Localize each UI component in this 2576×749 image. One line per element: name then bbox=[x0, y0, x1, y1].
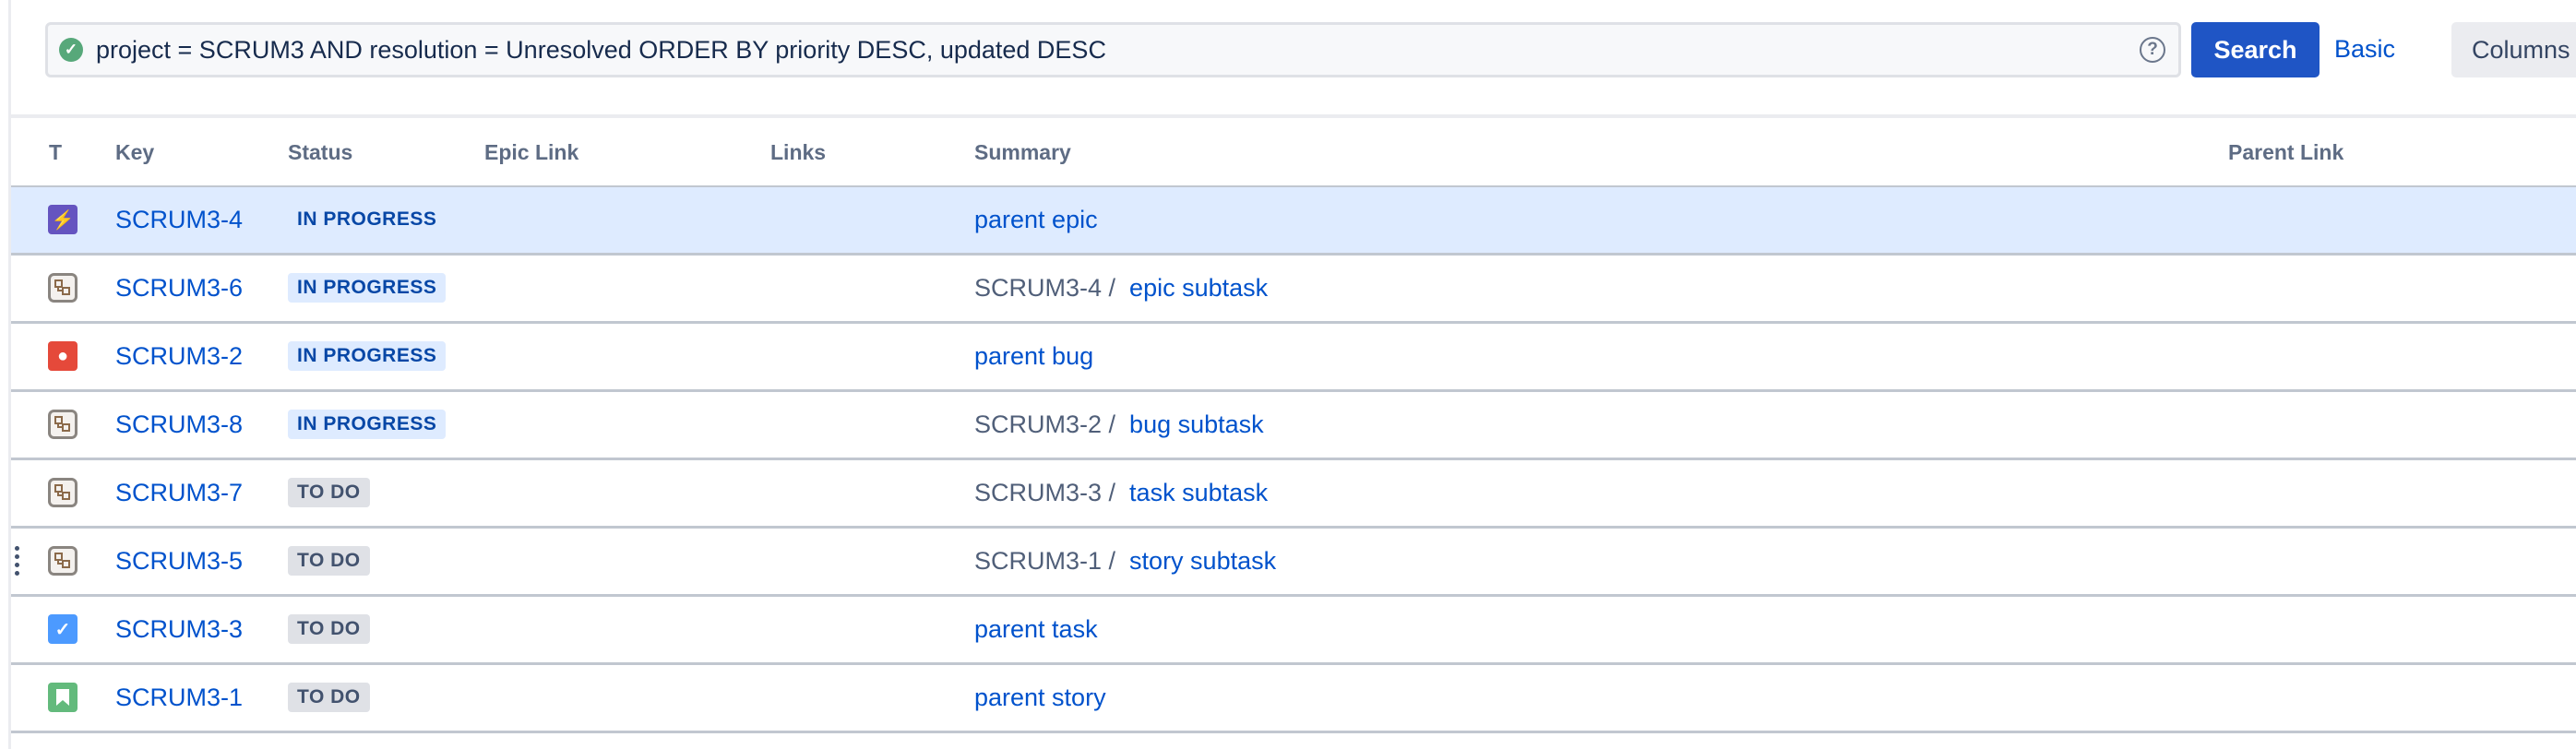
summary-cell: SCRUM3-3 / task subtask bbox=[974, 479, 1268, 507]
status-badge: TO DO bbox=[288, 614, 370, 644]
summary-link[interactable]: epic subtask bbox=[1129, 274, 1269, 302]
divider bbox=[11, 114, 2576, 118]
status-badge: IN PROGRESS bbox=[288, 410, 447, 439]
summary-link[interactable]: task subtask bbox=[1129, 479, 1269, 506]
summary-link[interactable]: parent bug bbox=[974, 342, 1094, 370]
subtask-icon bbox=[48, 273, 78, 303]
summary-link[interactable]: parent epic bbox=[974, 206, 1098, 233]
drag-handle[interactable] bbox=[15, 546, 20, 576]
summary-link[interactable]: parent story bbox=[974, 684, 1106, 711]
subtask-icon bbox=[48, 410, 78, 439]
table-row[interactable]: ✓ SCRUM3-3 TO DO parent task bbox=[11, 597, 2576, 665]
story-icon bbox=[48, 683, 78, 712]
epic-icon: ⚡ bbox=[48, 205, 78, 234]
task-icon: ✓ bbox=[48, 614, 78, 644]
summary-cell: parent story bbox=[974, 684, 1106, 712]
summary-link[interactable]: parent task bbox=[974, 615, 1098, 643]
issue-key-link[interactable]: SCRUM3-6 bbox=[115, 274, 244, 302]
valid-query-check-icon: ✓ bbox=[59, 38, 83, 62]
status-badge: IN PROGRESS bbox=[288, 205, 447, 234]
column-header-links[interactable]: Links bbox=[770, 140, 827, 164]
left-border bbox=[8, 0, 11, 749]
summary-cell: SCRUM3-4 / epic subtask bbox=[974, 274, 1268, 303]
parent-key[interactable]: SCRUM3-2 / bbox=[974, 410, 1116, 438]
jql-query-text[interactable]: project = SCRUM3 AND resolution = Unreso… bbox=[96, 35, 1106, 64]
column-header-epic-link[interactable]: Epic Link bbox=[484, 140, 579, 164]
summary-link[interactable]: story subtask bbox=[1129, 547, 1277, 575]
status-badge: IN PROGRESS bbox=[288, 341, 447, 371]
subtask-icon bbox=[48, 478, 78, 507]
issue-key-link[interactable]: SCRUM3-3 bbox=[115, 615, 244, 643]
help-icon[interactable]: ? bbox=[2140, 37, 2165, 63]
column-header-status[interactable]: Status bbox=[288, 140, 353, 164]
summary-cell: parent task bbox=[974, 615, 1098, 644]
parent-key[interactable]: SCRUM3-3 / bbox=[974, 479, 1116, 506]
table-row[interactable]: SCRUM3-6 IN PROGRESS SCRUM3-4 / epic subta… bbox=[11, 256, 2576, 324]
bug-icon: ● bbox=[48, 341, 78, 371]
jql-search-input[interactable]: ✓ project = SCRUM3 AND resolution = Unre… bbox=[45, 22, 2181, 77]
status-badge: TO DO bbox=[288, 683, 370, 712]
column-header-parent-link[interactable]: Parent Link bbox=[2228, 140, 2344, 164]
table-row[interactable]: SCRUM3-1 TO DO parent story bbox=[11, 665, 2576, 733]
status-badge: IN PROGRESS bbox=[288, 273, 447, 303]
issue-key-link[interactable]: SCRUM3-5 bbox=[115, 547, 244, 575]
column-header-summary[interactable]: Summary bbox=[974, 140, 1071, 164]
column-header-key[interactable]: Key bbox=[115, 140, 155, 164]
summary-cell: SCRUM3-2 / bug subtask bbox=[974, 410, 1264, 439]
issue-key-link[interactable]: SCRUM3-1 bbox=[115, 684, 244, 711]
issue-key-link[interactable]: SCRUM3-7 bbox=[115, 479, 244, 506]
table-row[interactable]: ● SCRUM3-2 IN PROGRESS parent bug bbox=[11, 324, 2576, 392]
table-row[interactable]: ⚡ SCRUM3-4 IN PROGRESS parent epic bbox=[11, 187, 2576, 256]
parent-key[interactable]: SCRUM3-4 / bbox=[974, 274, 1116, 302]
summary-cell: parent epic bbox=[974, 206, 1098, 234]
issue-key-link[interactable]: SCRUM3-8 bbox=[115, 410, 244, 438]
summary-cell: SCRUM3-1 / story subtask bbox=[974, 547, 1276, 576]
table-row[interactable]: SCRUM3-7 TO DO SCRUM3-3 / task subtask bbox=[11, 460, 2576, 529]
columns-button[interactable]: Columns bbox=[2451, 22, 2576, 77]
table-row[interactable]: SCRUM3-5 TO DO SCRUM3-1 / story subtask bbox=[11, 529, 2576, 597]
summary-cell: parent bug bbox=[974, 342, 1093, 371]
status-badge: TO DO bbox=[288, 478, 370, 507]
parent-key[interactable]: SCRUM3-1 / bbox=[974, 547, 1116, 575]
basic-mode-link[interactable]: Basic bbox=[2334, 35, 2396, 63]
summary-link[interactable]: bug subtask bbox=[1129, 410, 1264, 438]
issue-key-link[interactable]: SCRUM3-4 bbox=[115, 206, 244, 233]
status-badge: TO DO bbox=[288, 546, 370, 576]
issue-key-link[interactable]: SCRUM3-2 bbox=[115, 342, 244, 370]
table-row[interactable]: SCRUM3-8 IN PROGRESS SCRUM3-2 / bug subtas… bbox=[11, 392, 2576, 460]
header-divider bbox=[11, 185, 2576, 188]
search-button[interactable]: Search bbox=[2191, 22, 2320, 77]
subtask-icon bbox=[48, 546, 78, 576]
column-header-type[interactable]: T bbox=[49, 140, 63, 164]
